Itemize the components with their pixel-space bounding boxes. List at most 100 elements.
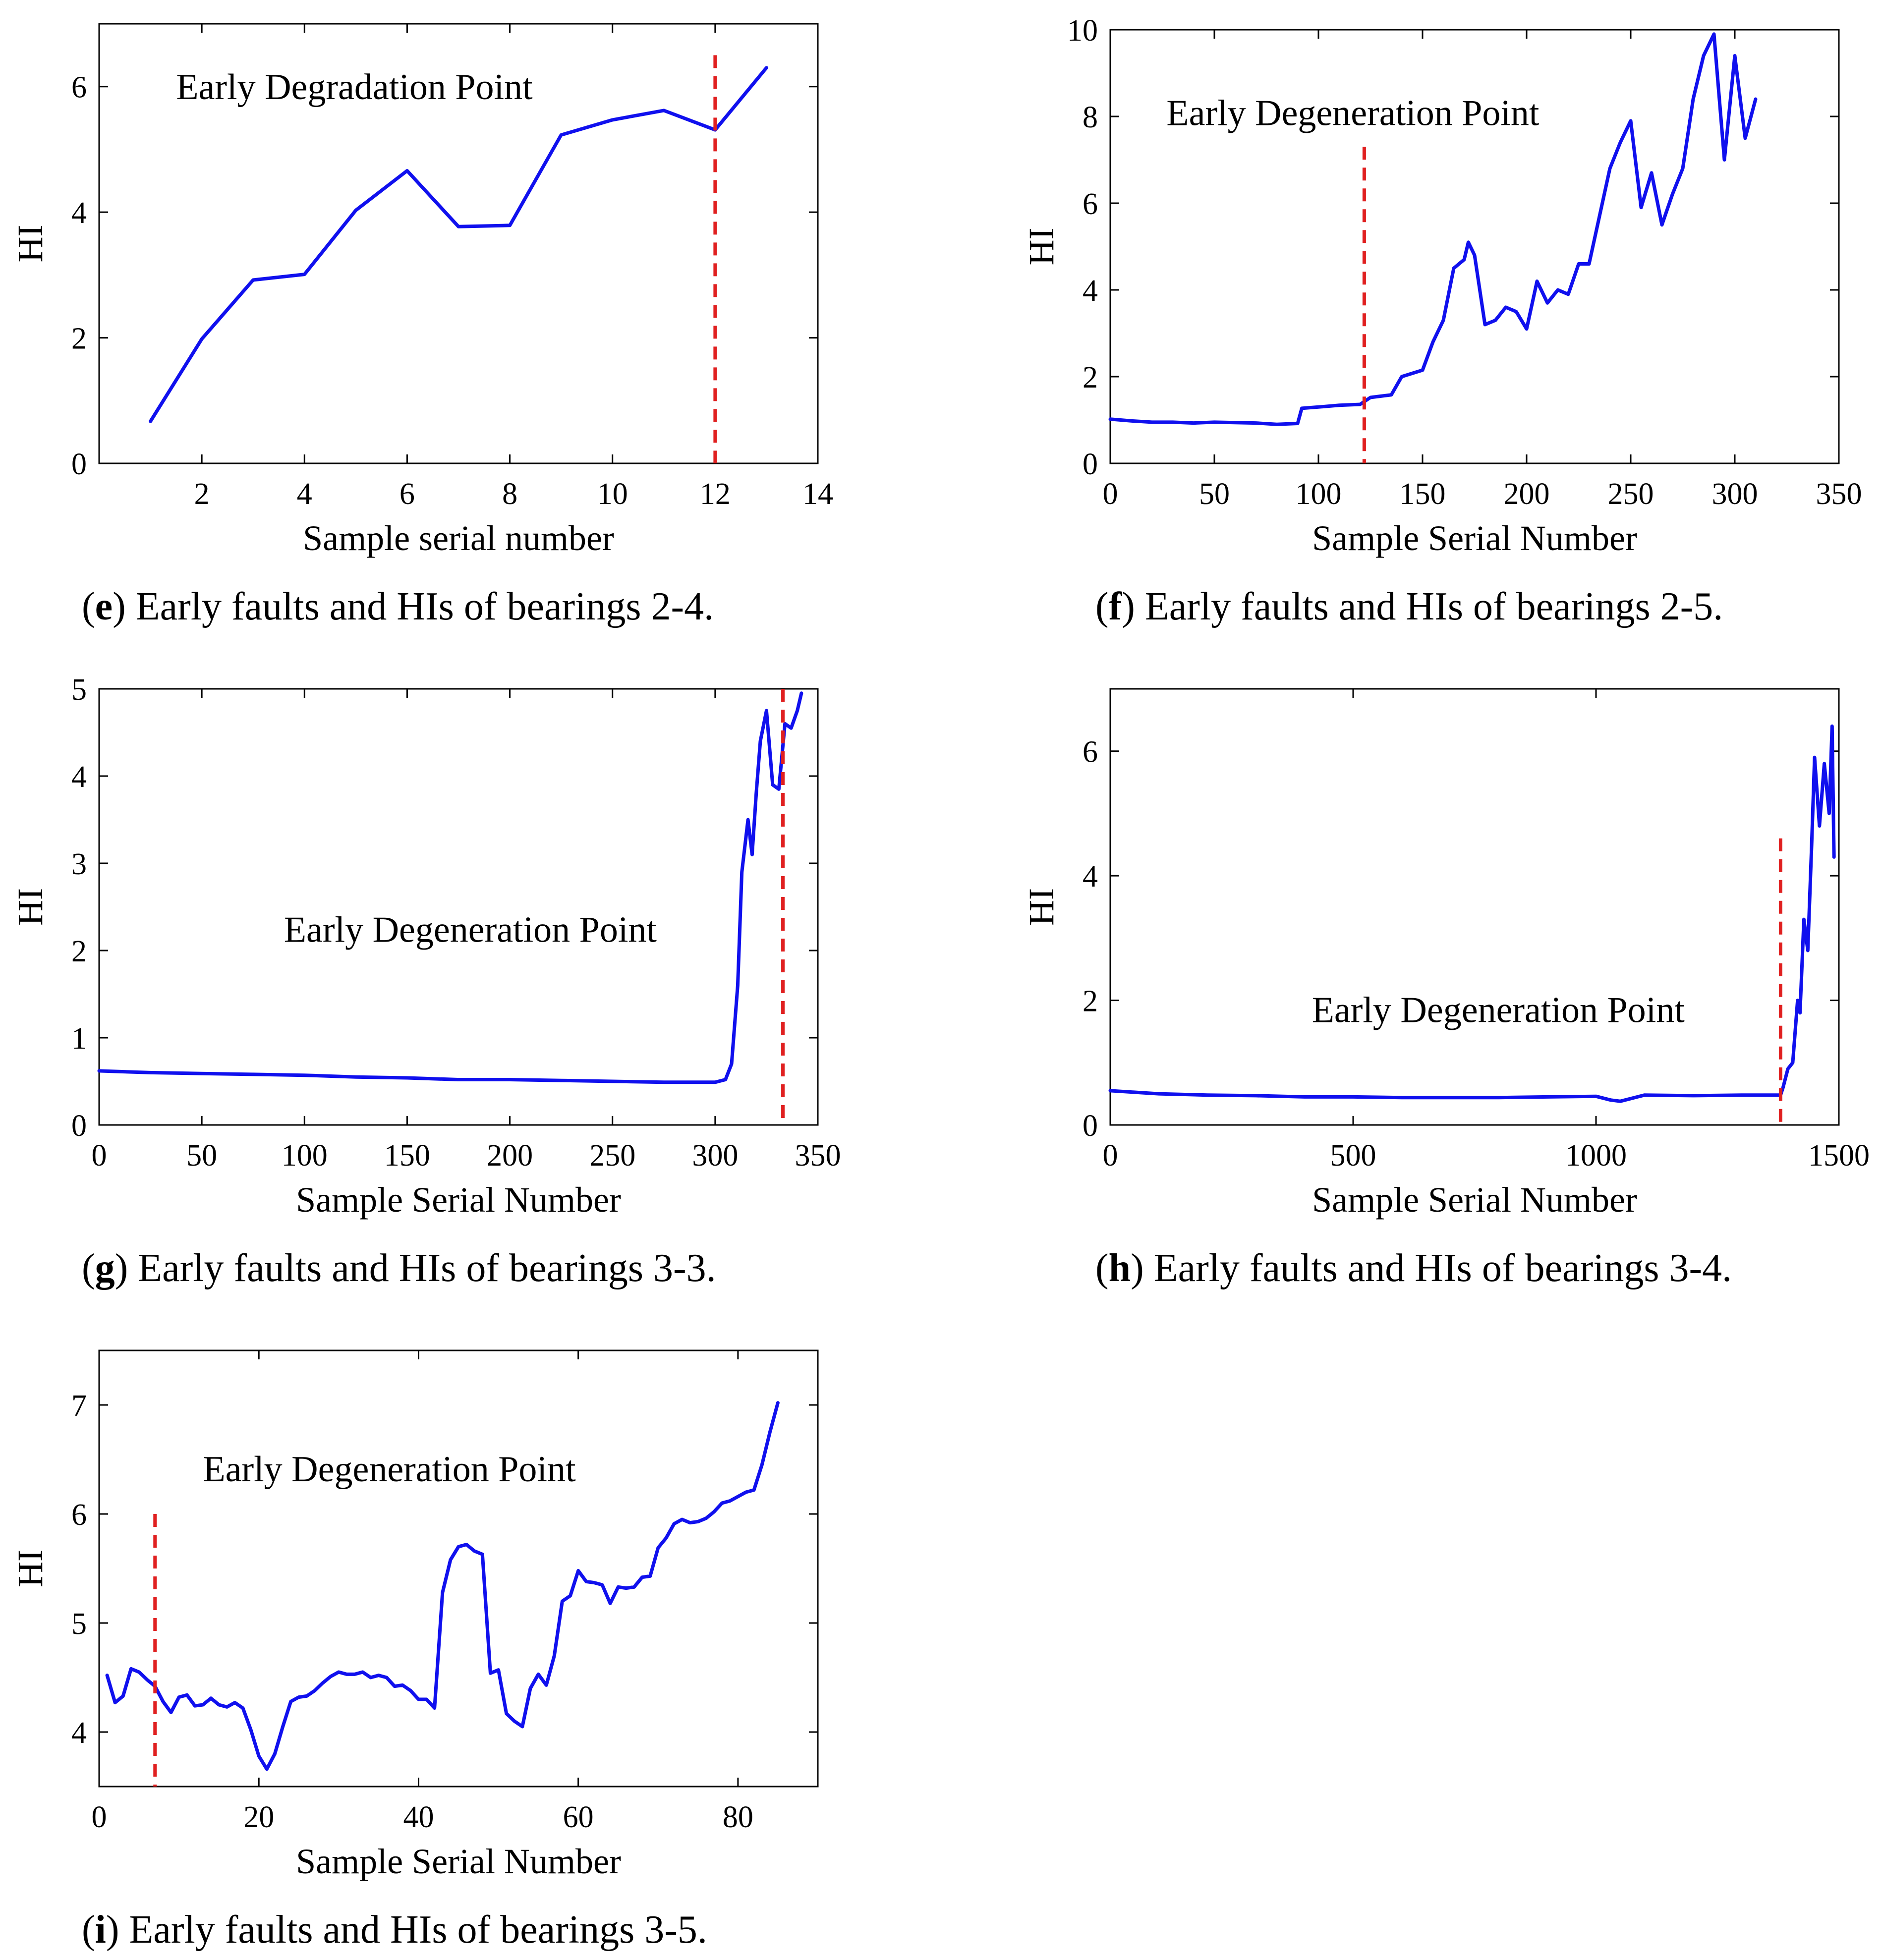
chart-panel-e: 2 4 6 8 10 12 14 0 2 4 6 Sample serial number HI Earl… [10, 23, 833, 628]
plot-frame [98, 1349, 819, 1788]
x-tick-label: 350 [1816, 477, 1862, 511]
annotation-label: Early Degeneration Point [203, 1449, 576, 1490]
x-tick-label: 0 [1103, 1139, 1118, 1173]
x-tick-label: 100 [1296, 477, 1342, 511]
caption-letter: f [1109, 585, 1123, 628]
y-axis-label: HI [10, 1550, 50, 1587]
annotation-label: Early Degeneration Point [284, 909, 657, 950]
x-tick-label: 40 [403, 1800, 434, 1834]
x-tick-label: 150 [384, 1139, 430, 1173]
caption-letter: g [95, 1246, 115, 1290]
y-tick-label: 3 [71, 847, 87, 881]
y-tick-label: 4 [1083, 860, 1098, 894]
y-tick-label: 8 [1083, 101, 1098, 134]
annotation-label: Early Degeneration Point [1166, 93, 1540, 134]
panel-caption: (f) Early faults and HIs of bearings 2-5… [1095, 585, 1723, 628]
chart-panel-h: 0 500 1000 1500 0 2 4 6 Sample Serial Number HI Ea… [1022, 688, 1870, 1290]
annotation-label: Early Degradation Point [176, 67, 533, 108]
caption-paren-close: ) [106, 1908, 129, 1952]
panel-caption: (h) Early faults and HIs of bearings 3-4… [1095, 1246, 1732, 1290]
x-axis-label: Sample Serial Number [1312, 518, 1637, 558]
y-tick-label: 0 [71, 448, 87, 481]
plot-frame [98, 23, 819, 464]
y-tick-label: 2 [71, 935, 87, 968]
y-tick-label: 4 [71, 1716, 87, 1750]
caption-paren-close: ) [1131, 1246, 1154, 1290]
panel-caption: (g) Early faults and HIs of bearings 3-3… [82, 1246, 716, 1290]
caption-letter: h [1109, 1246, 1131, 1290]
chart-panel-i: 0 20 40 60 80 4 5 6 7 Sample Serial Number HI Early… [10, 1349, 819, 1952]
hi-series-line [105, 1401, 780, 1771]
y-tick-label: 6 [71, 71, 87, 105]
y-tick-label: 5 [71, 1607, 87, 1641]
chart-panel-g: 0 50 100 150 200 250 300 350 0 1 2 3 4 5 Sample Serial… [10, 673, 841, 1290]
y-tick-label: 1 [71, 1022, 87, 1056]
annotation-label: Early Degeneration Point [1312, 990, 1685, 1031]
x-tick-label: 20 [243, 1800, 274, 1834]
caption-paren-close: ) [1122, 585, 1145, 628]
caption-paren-open: ( [82, 1246, 95, 1290]
x-tick-label: 14 [802, 477, 833, 511]
y-tick-label: 4 [71, 196, 87, 230]
hi-series-line [1108, 32, 1758, 426]
hi-series-line [1108, 724, 1836, 1103]
x-tick-label: 150 [1400, 477, 1446, 511]
x-axis-label: Sample serial number [303, 518, 614, 558]
x-axis-label: Sample Serial Number [296, 1180, 621, 1220]
caption-letter: i [95, 1908, 106, 1952]
y-axis-label: HI [1022, 228, 1061, 266]
caption-paren-open: ( [1095, 585, 1109, 628]
y-tick-label: 10 [1067, 14, 1098, 48]
y-tick-label: 0 [71, 1109, 87, 1143]
x-tick-label: 200 [487, 1139, 533, 1173]
plot-frame [98, 688, 819, 1126]
x-tick-label: 500 [1330, 1139, 1376, 1173]
y-axis-label: HI [10, 225, 50, 263]
x-tick-label: 1000 [1565, 1139, 1627, 1173]
x-tick-label: 10 [597, 477, 628, 511]
y-tick-label: 6 [1083, 735, 1098, 769]
x-tick-label: 200 [1504, 477, 1550, 511]
x-tick-label: 8 [502, 477, 517, 511]
x-tick-label: 6 [399, 477, 415, 511]
caption-paren-open: ( [82, 585, 95, 628]
plot-frame [1109, 688, 1840, 1126]
y-tick-label: 7 [71, 1389, 87, 1423]
y-tick-label: 0 [1083, 1109, 1098, 1143]
y-tick-label: 5 [71, 673, 87, 707]
x-tick-label: 12 [700, 477, 731, 511]
x-tick-label: 60 [563, 1800, 594, 1834]
y-axis-label: HI [1022, 888, 1061, 926]
x-tick-label: 250 [589, 1139, 635, 1173]
x-tick-label: 50 [1199, 477, 1230, 511]
caption-paren-close: ) [115, 1246, 138, 1290]
x-tick-label: 0 [92, 1139, 107, 1173]
x-tick-label: 1500 [1808, 1139, 1870, 1173]
x-axis-label: Sample Serial Number [296, 1842, 621, 1881]
caption-text: Early faults and HIs of bearings 3-5. [129, 1908, 707, 1952]
plot-frame [1109, 29, 1840, 464]
x-tick-label: 50 [186, 1139, 217, 1173]
x-tick-label: 0 [1103, 477, 1118, 511]
y-axis-label: HI [10, 888, 50, 926]
x-tick-label: 300 [1712, 477, 1758, 511]
caption-paren-open: ( [82, 1908, 95, 1952]
hi-series-line [149, 66, 768, 423]
x-tick-label: 100 [282, 1139, 328, 1173]
x-tick-label: 0 [92, 1800, 107, 1834]
x-tick-label: 2 [194, 477, 210, 511]
y-tick-label: 2 [71, 322, 87, 356]
x-axis-label: Sample Serial Number [1312, 1180, 1637, 1220]
y-tick-label: 4 [71, 760, 87, 794]
hi-series-line [97, 691, 803, 1084]
caption-paren-open: ( [1095, 1246, 1109, 1290]
panel-caption: (e) Early faults and HIs of bearings 2-4… [82, 585, 714, 628]
x-tick-label: 350 [795, 1139, 841, 1173]
y-tick-label: 2 [1083, 985, 1098, 1018]
caption-text: Early faults and HIs of bearings 3-3. [138, 1246, 716, 1290]
chart-panel-f: 0 50 100 150 200 250 300 350 0 2 4 6 8 10 Sample Seria… [1022, 14, 1862, 628]
caption-letter: e [95, 585, 113, 628]
x-tick-label: 300 [692, 1139, 738, 1173]
x-tick-label: 80 [723, 1800, 753, 1834]
